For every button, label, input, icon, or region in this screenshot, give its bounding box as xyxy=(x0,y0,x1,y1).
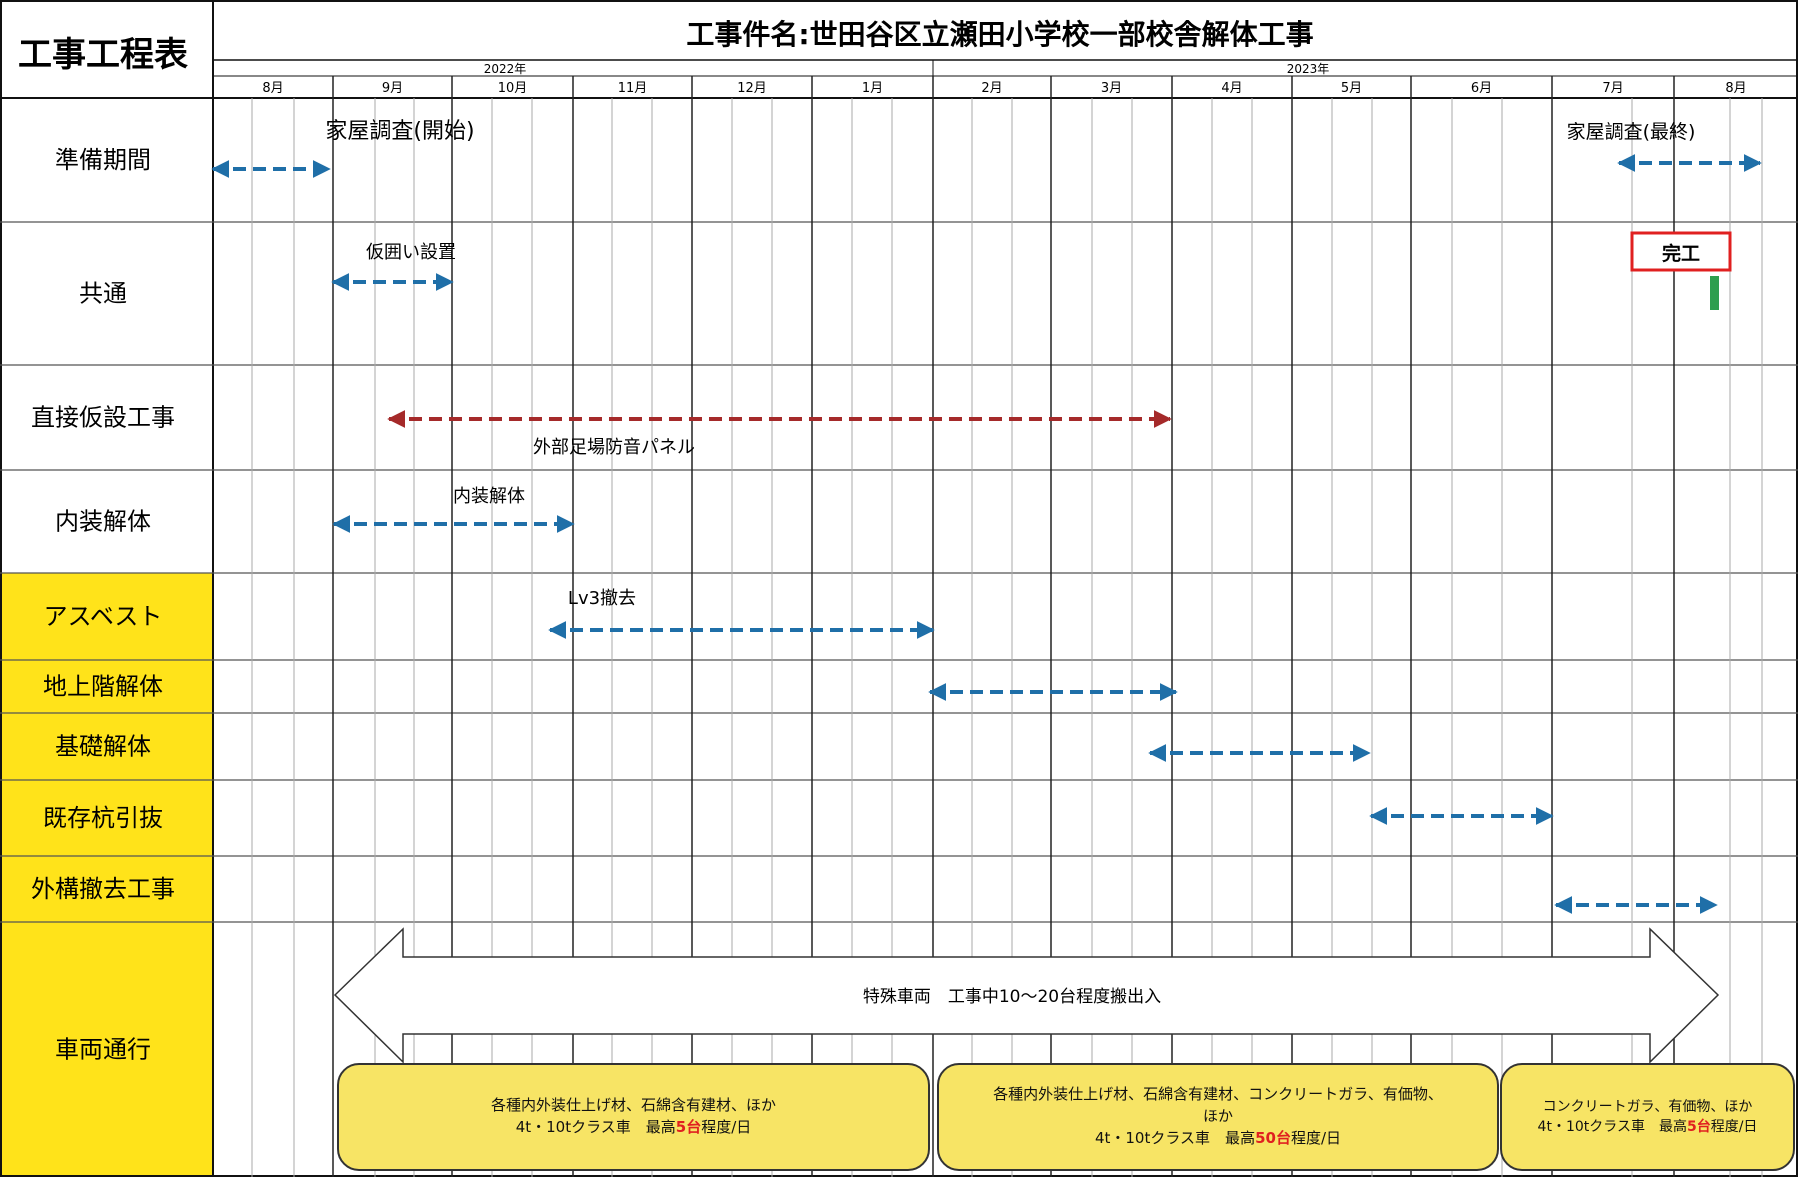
month-label: 12月 xyxy=(737,81,767,96)
month-label: 1月 xyxy=(862,81,883,96)
month-label: 11月 xyxy=(618,81,648,96)
month-label: 4月 xyxy=(1221,81,1242,96)
vehicle-box-phase3-line1: コンクリートガラ、有価物、ほか xyxy=(1542,1098,1753,1115)
project-title: 工事件名:世田谷区立瀬田小学校一部校舎解体工事 xyxy=(686,18,1313,51)
vehicle-box-phase3-count: 5台 xyxy=(1686,1119,1711,1135)
month-label: 6月 xyxy=(1471,81,1492,96)
vehicle-box-phase1-line3-post: 程度/日 xyxy=(701,1118,752,1136)
row-label: アスベスト xyxy=(44,603,163,631)
row-label: 車両通行 xyxy=(55,1036,151,1064)
month-label: 8月 xyxy=(262,81,283,96)
month-label: 10月 xyxy=(498,81,528,96)
doc-title: 工事工程表 xyxy=(18,35,188,75)
row-label: 共通 xyxy=(79,280,127,308)
vehicle-box-phase2-line3-pre: 4t・10tクラス車 最高 xyxy=(1094,1128,1256,1147)
month-label: 8月 xyxy=(1725,81,1746,96)
row-label: 外構撤去工事 xyxy=(31,875,175,903)
vehicle-box-phase2: 各種内外装仕上げ材、石綿含有建材、コンクリートガラ、有価物、 ほか 4t・10t… xyxy=(937,1063,1499,1171)
row-labels: 準備期間共通直接仮設工事内装解体アスベスト地上階解体基礎解体既存杭引抜外構撤去工… xyxy=(31,146,175,1064)
vehicle-box-phase3-line3-post: 程度/日 xyxy=(1710,1119,1758,1135)
completion-label: 完工 xyxy=(1662,242,1700,265)
label-interior-demolition: 内装解体 xyxy=(453,486,525,507)
row-label: 準備期間 xyxy=(55,146,151,174)
completion-box xyxy=(1630,231,1732,272)
row-label: 地上階解体 xyxy=(43,673,163,701)
month-label: 5月 xyxy=(1341,81,1362,96)
vehicle-box-phase2-line1: 各種内外装仕上げ材、石綿含有建材、コンクリートガラ、有価物、 xyxy=(993,1085,1443,1104)
label-house-survey-start: 家屋調査(開始) xyxy=(325,119,474,144)
row-label: 既存杭引抜 xyxy=(43,804,163,832)
label-scaffold-panel: 外部足場防音パネル xyxy=(533,437,695,458)
special-vehicle-arrow-outline xyxy=(333,927,1720,1064)
month-label: 2月 xyxy=(981,81,1002,96)
vehicle-box-phase2-line2: ほか xyxy=(1202,1107,1233,1126)
row-label: 基礎解体 xyxy=(55,733,151,761)
year-label-2022: 2022年 xyxy=(484,62,527,76)
vehicle-box-phase3-line3-pre: 4t・10tクラス車 最高 xyxy=(1537,1119,1687,1135)
row-label-fill xyxy=(1,780,213,856)
month-label: 9月 xyxy=(382,81,403,96)
vehicle-box-phase1-line3-pre: 4t・10tクラス車 最高 xyxy=(515,1118,676,1136)
row-label-fill xyxy=(1,660,213,713)
vehicle-box-phase2-count: 50台 xyxy=(1255,1128,1291,1147)
label-lv3-removal: Lv3撤去 xyxy=(568,588,636,609)
year-label-2023: 2023年 xyxy=(1287,62,1330,76)
row-label-fill xyxy=(1,922,213,1177)
row-label-fill xyxy=(1,713,213,780)
row-label-fill xyxy=(1,856,213,922)
row-label-fills xyxy=(1,573,213,1177)
completion-bar xyxy=(1710,276,1719,310)
label-house-survey-final: 家屋調査(最終) xyxy=(1567,121,1696,143)
row-label: 内装解体 xyxy=(55,508,151,536)
month-headers: 8月 9月 10月 11月 12月 1月 2月 3月 4月 5月 6月 7月 8月 xyxy=(262,81,1746,96)
month-label: 3月 xyxy=(1101,81,1122,96)
label-special-vehicles: 特殊車両 工事中10～20台程度搬出入 xyxy=(863,987,1161,1007)
schedule-arrows xyxy=(211,154,1762,914)
vehicle-box-phase1-count: 5台 xyxy=(675,1118,702,1136)
row-label: 直接仮設工事 xyxy=(31,404,175,432)
vehicle-box-phase3: コンクリートガラ、有価物、ほか 4t・10tクラス車 最高5台程度/日 xyxy=(1500,1063,1795,1171)
vehicle-box-phase2-line3-post: 程度/日 xyxy=(1290,1128,1342,1147)
row-label-fill xyxy=(1,573,213,660)
label-fence-install: 仮囲い設置 xyxy=(366,242,456,263)
vehicle-box-phase1: 各種内外装仕上げ材、石綿含有建材、ほか 4t・10tクラス車 最高5台程度/日 xyxy=(337,1063,930,1171)
month-label: 7月 xyxy=(1602,81,1623,96)
vehicle-box-phase1-line1: 各種内外装仕上げ材、石綿含有建材、ほか xyxy=(490,1096,776,1115)
